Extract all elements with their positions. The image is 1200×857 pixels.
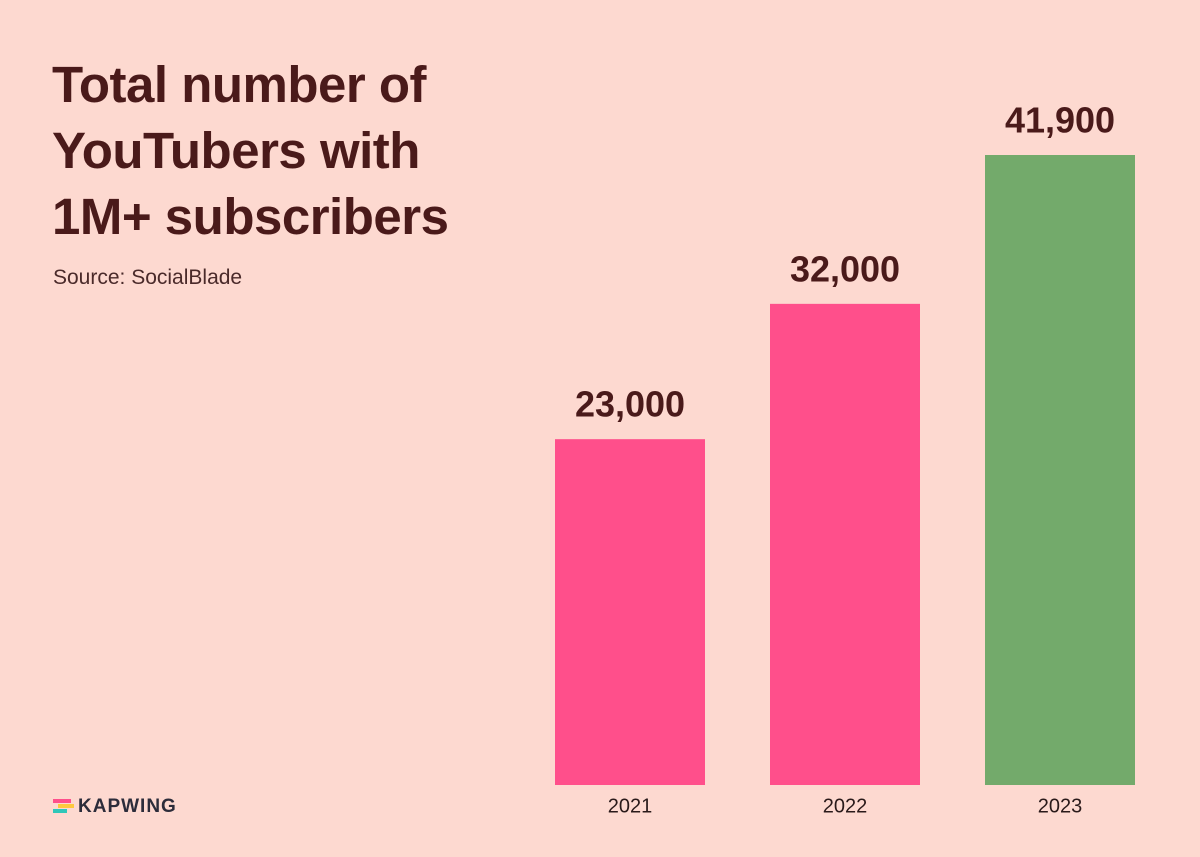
x-tick-label: 2021: [608, 795, 653, 817]
value-label: 23,000: [575, 384, 685, 425]
chart-title: Total number of YouTubers with 1M+ subsc…: [52, 56, 449, 245]
bar: [555, 439, 705, 785]
brand-name: KAPWING: [78, 796, 177, 817]
value-label: 32,000: [790, 248, 900, 289]
logo-stripe: [53, 809, 67, 813]
x-tick-label: 2022: [823, 795, 868, 817]
logo-stripe: [53, 799, 71, 803]
bar: [770, 303, 920, 785]
brand-logo: KAPWING: [53, 796, 177, 817]
bar: [985, 155, 1135, 785]
logo-stripe: [58, 804, 74, 808]
value-label: 41,900: [1005, 100, 1115, 141]
x-tick-label: 2023: [1038, 795, 1083, 817]
chart-subtitle: Source: SocialBlade: [53, 266, 243, 289]
